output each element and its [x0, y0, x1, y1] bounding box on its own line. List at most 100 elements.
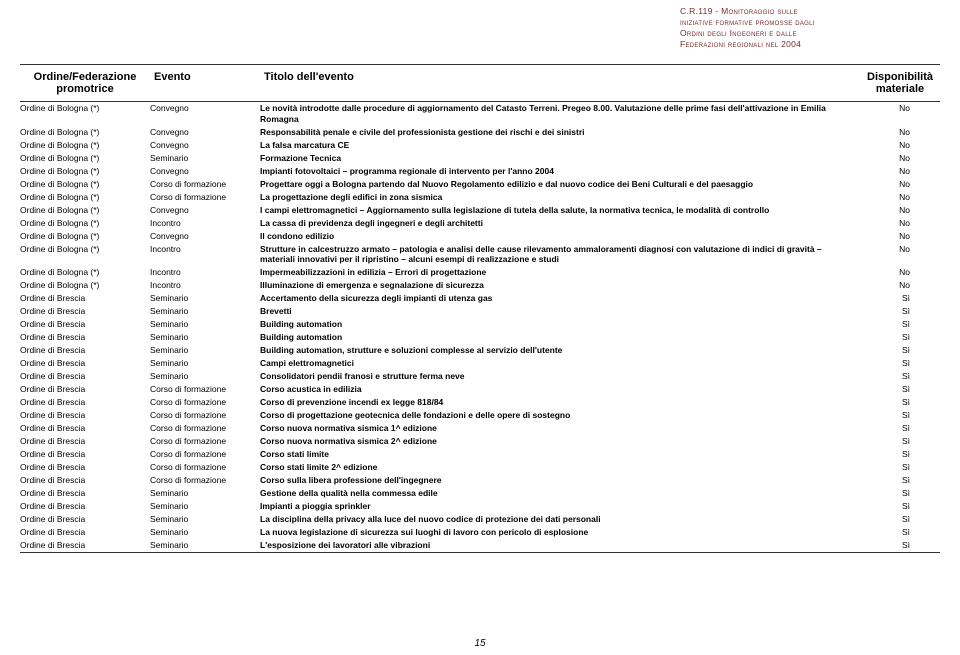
cell-promoter: Ordine di Bologna (*) — [20, 153, 150, 164]
cell-event: Convegno — [150, 205, 260, 216]
cell-event: Convegno — [150, 140, 260, 151]
cell-promoter: Ordine di Bologna (*) — [20, 218, 150, 229]
cell-title: Impianti fotovoltaici – programma region… — [260, 166, 860, 177]
cell-event: Seminario — [150, 319, 260, 330]
table-row: Ordine di Bologna (*)ConvegnoI campi ele… — [20, 204, 940, 217]
cell-availability: No — [860, 140, 940, 151]
cell-availability: No — [860, 218, 940, 229]
cell-promoter: Ordine di Brescia — [20, 475, 150, 486]
cell-title: La disciplina della privacy alla luce de… — [260, 514, 860, 525]
cell-availability: No — [860, 179, 940, 190]
cell-availability: No — [860, 280, 940, 291]
cell-event: Seminario — [150, 332, 260, 343]
cell-availability: Sì — [860, 410, 940, 421]
table-row: Ordine di Bologna (*)ConvegnoLa falsa ma… — [20, 139, 940, 152]
cell-title: Corso nuova normativa sismica 2^ edizion… — [260, 436, 860, 447]
cell-title: Corso acustica in edilizia — [260, 384, 860, 395]
cell-event: Convegno — [150, 166, 260, 177]
cell-title: Strutture in calcestruzzo armato – patol… — [260, 244, 860, 265]
cell-event: Seminario — [150, 153, 260, 164]
cell-event: Seminario — [150, 371, 260, 382]
cell-availability: Sì — [860, 319, 940, 330]
cell-event: Seminario — [150, 501, 260, 512]
cell-event: Convegno — [150, 231, 260, 242]
cell-availability: Sì — [860, 436, 940, 447]
cell-title: Illuminazione di emergenza e segnalazion… — [260, 280, 860, 291]
cell-event: Corso di formazione — [150, 397, 260, 408]
cell-availability: Sì — [860, 501, 940, 512]
col-header-promoter: Ordine/Federazione promotrice — [20, 65, 150, 101]
cell-event: Seminario — [150, 488, 260, 499]
cell-promoter: Ordine di Bologna (*) — [20, 179, 150, 190]
cell-promoter: Ordine di Bologna (*) — [20, 280, 150, 291]
cell-title: Progettare oggi a Bologna partendo dal N… — [260, 179, 860, 190]
cell-promoter: Ordine di Brescia — [20, 410, 150, 421]
cell-title: Corso stati limite — [260, 449, 860, 460]
cell-title: La falsa marcatura CE — [260, 140, 860, 151]
cell-event: Incontro — [150, 244, 260, 265]
table-row: Ordine di BresciaSeminarioBrevettiSì — [20, 305, 940, 318]
cell-promoter: Ordine di Brescia — [20, 488, 150, 499]
cell-availability: Sì — [860, 293, 940, 304]
cell-promoter: Ordine di Brescia — [20, 527, 150, 538]
cell-availability: Sì — [860, 423, 940, 434]
cell-promoter: Ordine di Bologna (*) — [20, 267, 150, 278]
cell-title: Corso stati limite 2^ edizione — [260, 462, 860, 473]
table-row: Ordine di BresciaSeminarioCampi elettrom… — [20, 357, 940, 370]
cell-availability: No — [860, 127, 940, 138]
cell-availability: No — [860, 231, 940, 242]
cell-promoter: Ordine di Brescia — [20, 501, 150, 512]
cell-availability: Sì — [860, 488, 940, 499]
cell-promoter: Ordine di Brescia — [20, 540, 150, 551]
cell-event: Corso di formazione — [150, 475, 260, 486]
table-body: Ordine di Bologna (*)ConvegnoLe novità i… — [20, 102, 940, 552]
table-row: Ordine di BresciaCorso di formazioneCors… — [20, 383, 940, 396]
table-row: Ordine di Bologna (*)ConvegnoResponsabil… — [20, 126, 940, 139]
cell-title: Consolidatori pendii franosi e strutture… — [260, 371, 860, 382]
cell-event: Seminario — [150, 527, 260, 538]
table-row: Ordine di Bologna (*)Corso di formazione… — [20, 191, 940, 204]
cell-event: Corso di formazione — [150, 436, 260, 447]
cell-event: Corso di formazione — [150, 462, 260, 473]
col-header-avail: Disponibilità materiale — [860, 65, 940, 101]
cell-title: Responsabilità penale e civile del profe… — [260, 127, 860, 138]
cell-promoter: Ordine di Brescia — [20, 358, 150, 369]
cell-availability: Sì — [860, 527, 940, 538]
cell-event: Incontro — [150, 267, 260, 278]
cell-promoter: Ordine di Bologna (*) — [20, 127, 150, 138]
cell-promoter: Ordine di Bologna (*) — [20, 231, 150, 242]
cell-title: L'esposizione dei lavoratori alle vibraz… — [260, 540, 860, 551]
cell-availability: Sì — [860, 371, 940, 382]
page-number: 15 — [474, 638, 485, 649]
table-row: Ordine di Bologna (*)ConvegnoIl condono … — [20, 230, 940, 243]
table-row: Ordine di Bologna (*)ConvegnoImpianti fo… — [20, 165, 940, 178]
table-header-row: Ordine/Federazione promotrice Evento Tit… — [20, 65, 940, 102]
table-row: Ordine di Bologna (*)IncontroLa cassa di… — [20, 217, 940, 230]
table-row: Ordine di Bologna (*)IncontroImpermeabil… — [20, 266, 940, 279]
cell-event: Seminario — [150, 293, 260, 304]
cell-availability: Sì — [860, 475, 940, 486]
doc-header-line3: Ordini degli Ingegneri e dalle — [680, 28, 797, 38]
cell-promoter: Ordine di Brescia — [20, 384, 150, 395]
cell-promoter: Ordine di Bologna (*) — [20, 166, 150, 177]
cell-promoter: Ordine di Bologna (*) — [20, 205, 150, 216]
cell-event: Corso di formazione — [150, 423, 260, 434]
cell-event: Seminario — [150, 306, 260, 317]
cell-title: Building automation — [260, 319, 860, 330]
cell-event: Incontro — [150, 280, 260, 291]
cell-event: Seminario — [150, 358, 260, 369]
table-row: Ordine di BresciaSeminarioImpianti a pio… — [20, 500, 940, 513]
cell-title: Gestione della qualità nella commessa ed… — [260, 488, 860, 499]
table-row: Ordine di BresciaSeminarioAccertamento d… — [20, 292, 940, 305]
cell-availability: Sì — [860, 514, 940, 525]
table-row: Ordine di BresciaSeminarioLa disciplina … — [20, 513, 940, 526]
cell-event: Corso di formazione — [150, 384, 260, 395]
cell-event: Seminario — [150, 540, 260, 551]
cell-title: Brevetti — [260, 306, 860, 317]
cell-promoter: Ordine di Brescia — [20, 332, 150, 343]
doc-header-line2: iniziative formative promosse dagli — [680, 17, 815, 27]
cell-promoter: Ordine di Brescia — [20, 436, 150, 447]
cell-availability: Sì — [860, 384, 940, 395]
cell-availability: Sì — [860, 306, 940, 317]
cell-title: Corso nuova normativa sismica 1^ edizion… — [260, 423, 860, 434]
